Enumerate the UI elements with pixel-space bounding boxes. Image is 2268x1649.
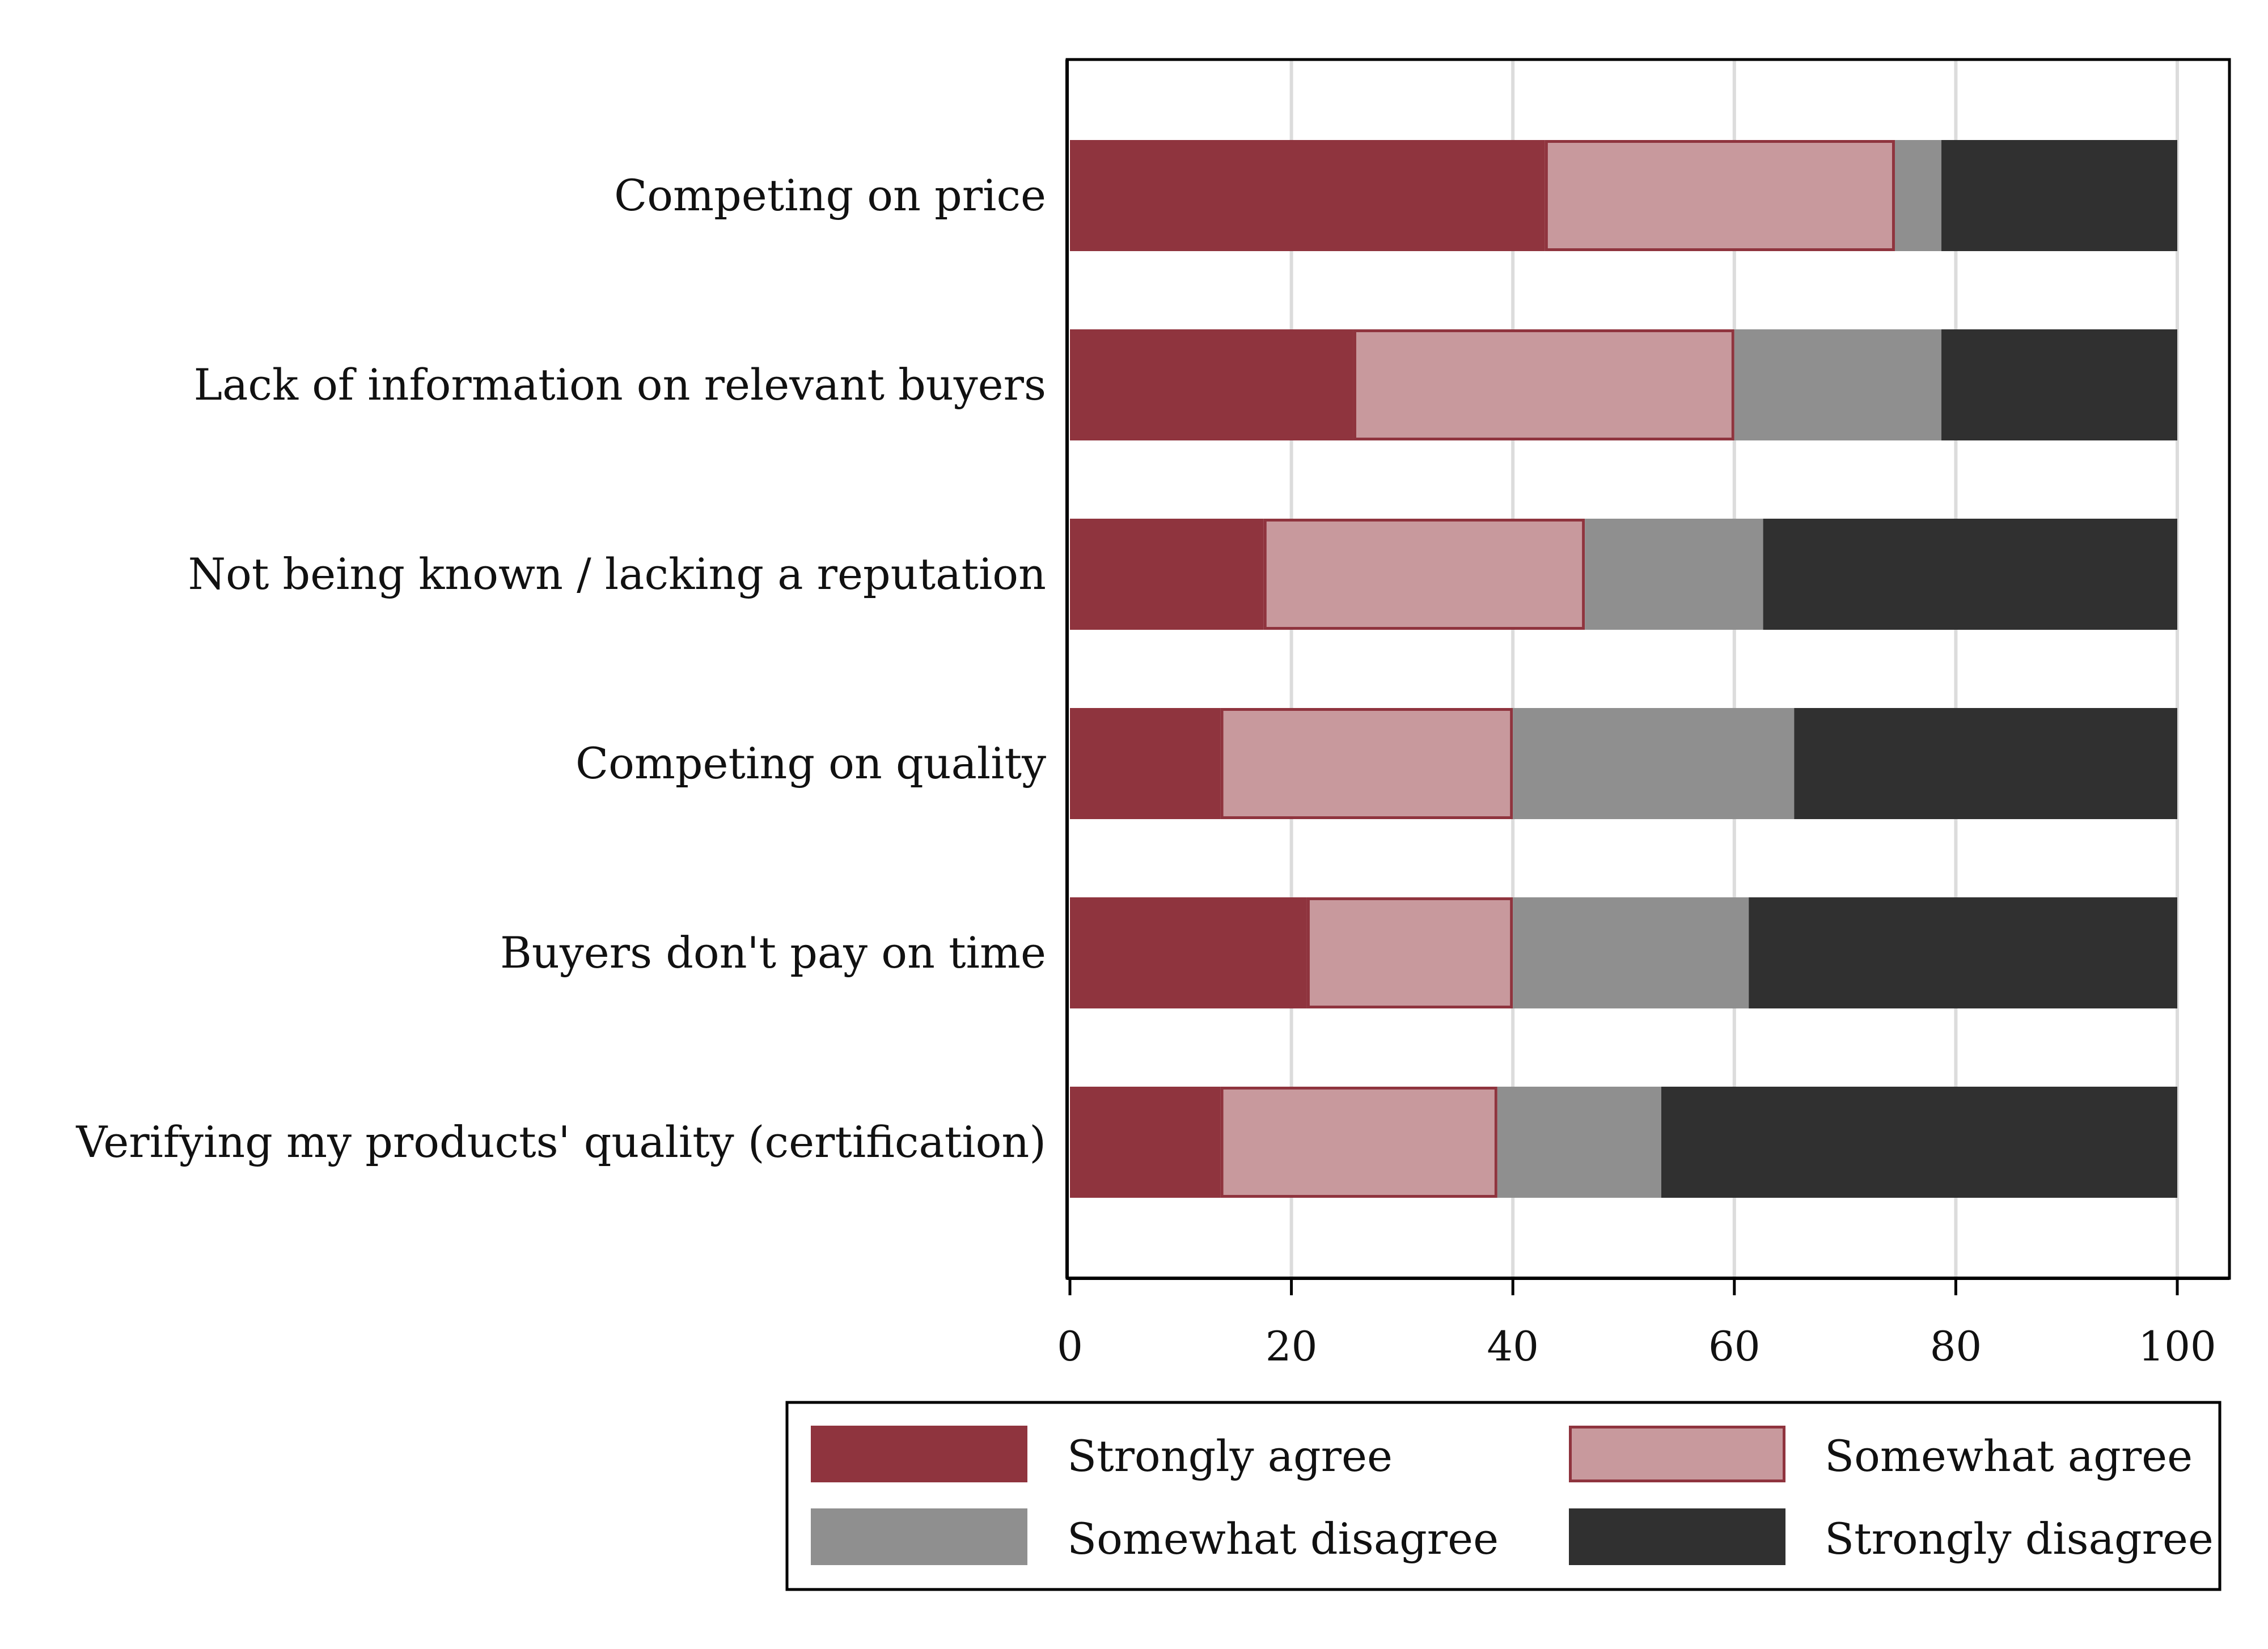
bar-segment bbox=[1070, 897, 1307, 1008]
x-tick-label: 80 bbox=[1930, 1322, 1982, 1370]
bar-segment bbox=[1263, 519, 1585, 630]
category-label: Competing on price bbox=[614, 170, 1046, 221]
bars bbox=[1070, 140, 2177, 1198]
bar-segment bbox=[1545, 140, 1895, 251]
bar-segment bbox=[1353, 329, 1734, 440]
x-tick-label: 20 bbox=[1266, 1322, 1318, 1370]
x-axis: 0 20 40 60 80 100 bbox=[1057, 58, 2231, 1370]
bar-segment bbox=[1749, 897, 2177, 1008]
category-label: Verifying my products' quality (certific… bbox=[75, 1117, 1046, 1167]
x-tick-label: 100 bbox=[2138, 1322, 2216, 1370]
bar-segment bbox=[1894, 140, 1942, 251]
bar-segment bbox=[1070, 329, 1353, 440]
bar-segment bbox=[1070, 708, 1221, 819]
x-tick-label: 60 bbox=[1708, 1322, 1761, 1370]
bar-segment bbox=[1497, 1087, 1661, 1198]
legend-label: Strongly disagree bbox=[1825, 1514, 2214, 1564]
bar-segment bbox=[1070, 519, 1264, 630]
legend-swatch bbox=[811, 1508, 1027, 1565]
bar-segment bbox=[1513, 897, 1749, 1008]
category-label: Buyers don't pay on time bbox=[500, 927, 1046, 978]
bar-segment bbox=[1763, 519, 2177, 630]
gridlines bbox=[1289, 60, 2179, 1278]
bar-segment bbox=[1941, 329, 2177, 440]
bar-segment bbox=[1220, 1087, 1497, 1198]
bar-segment bbox=[1734, 329, 1942, 440]
legend-label: Strongly agree bbox=[1067, 1431, 1393, 1481]
bar-segment bbox=[1794, 708, 2177, 819]
legend-swatch bbox=[811, 1426, 1027, 1482]
bar-segment bbox=[1513, 708, 1795, 819]
bar-segment bbox=[1661, 1087, 2177, 1198]
legend-swatch bbox=[1569, 1426, 1785, 1482]
legend-label: Somewhat agree bbox=[1825, 1431, 2193, 1481]
category-label: Not being known / lacking a reputation bbox=[188, 549, 1046, 599]
bar-segment bbox=[1070, 140, 1545, 251]
bar-segment bbox=[1220, 708, 1513, 819]
bar-segment bbox=[1585, 519, 1763, 630]
legend: Strongly agree Somewhat agree Somewhat dis… bbox=[785, 1401, 2222, 1591]
category-label: Lack of information on relevant buyers bbox=[194, 359, 1046, 410]
category-labels: Competing on price Lack of information on… bbox=[75, 170, 1046, 1167]
x-tick-label: 40 bbox=[1487, 1322, 1539, 1370]
bar-segment bbox=[1070, 1087, 1221, 1198]
category-label: Competing on quality bbox=[576, 738, 1046, 789]
x-tick-label: 0 bbox=[1057, 1322, 1083, 1370]
bar-segment bbox=[1306, 897, 1513, 1008]
bar-segment bbox=[1941, 140, 2177, 251]
legend-label: Somewhat disagree bbox=[1067, 1514, 1499, 1564]
legend-swatch bbox=[1569, 1508, 1785, 1565]
